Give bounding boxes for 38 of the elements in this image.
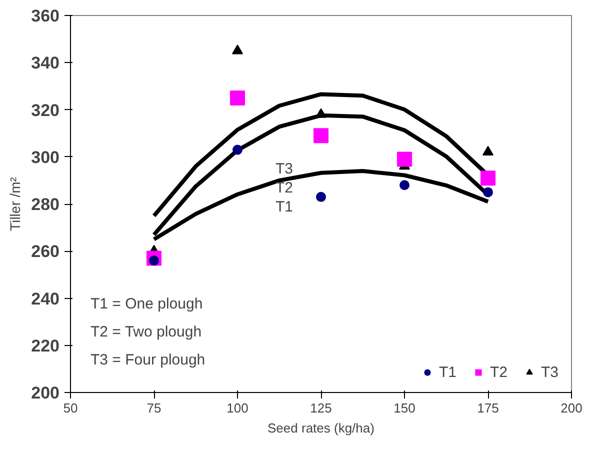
x-tick-label: 75 (146, 400, 162, 416)
annotation: T1 = One plough (90, 296, 203, 312)
y-tick-label: 280 (31, 195, 60, 214)
point (400, 180, 410, 190)
y-tick-label: 300 (31, 148, 60, 167)
y-tick-label: 240 (31, 289, 60, 308)
legend-label: T2 (490, 364, 509, 380)
point (480, 170, 496, 186)
point (232, 44, 243, 54)
legend-label: T1 (439, 364, 458, 380)
y-tick-label: 260 (31, 242, 60, 262)
x-tick-label: 200 (560, 400, 582, 416)
point (483, 187, 493, 198)
point (230, 90, 245, 106)
point (314, 128, 328, 144)
annotation: T2 = Two plough (90, 324, 202, 340)
annotation: T3 = Four plough (90, 352, 206, 368)
y-tick-label: 320 (31, 100, 60, 120)
y-tick-label: 220 (31, 336, 60, 356)
x-tick-label: 100 (226, 400, 248, 416)
y-tick-label: 360 (31, 6, 60, 26)
point (232, 144, 242, 155)
x-tick-label: 125 (310, 400, 332, 416)
legend-label: T3 (541, 364, 560, 380)
y-tick-label: 340 (31, 54, 60, 73)
x-tick-label: 50 (63, 400, 78, 416)
annotation: T1 (276, 198, 294, 216)
y-axis-title: Tiller /m² (7, 176, 24, 231)
x-tick-label: 150 (394, 400, 416, 416)
point (482, 146, 494, 156)
annotation: T3 (276, 160, 294, 178)
point (316, 192, 326, 202)
y-tick-label: 200 (31, 384, 60, 402)
x-axis-title: Seed rates (kg/ha) (268, 420, 374, 436)
x-tick-label: 175 (477, 400, 499, 416)
annotation: T2 (276, 180, 294, 196)
point (316, 108, 326, 118)
point (397, 152, 412, 167)
